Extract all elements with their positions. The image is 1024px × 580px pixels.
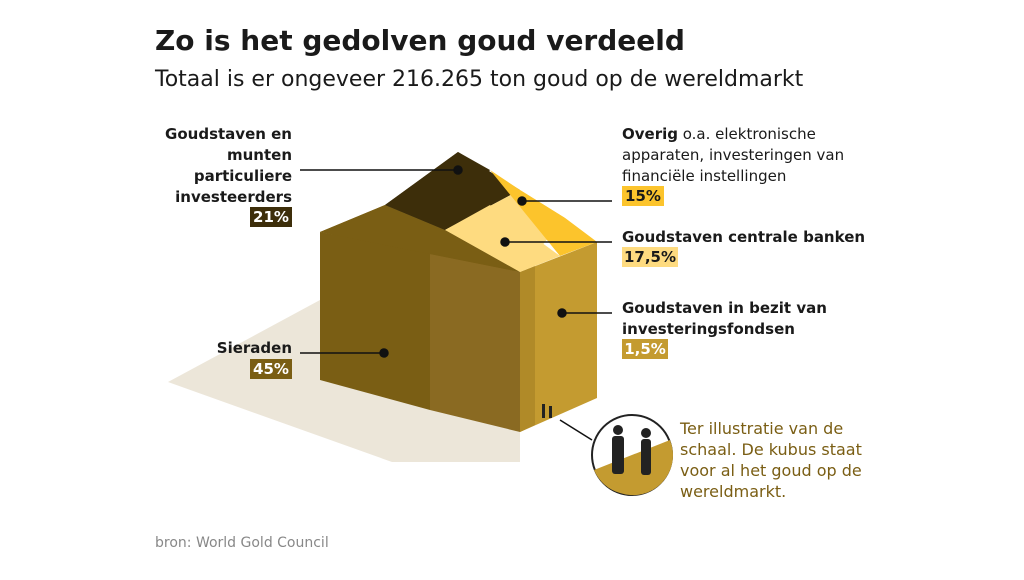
share: 17,5% bbox=[624, 248, 676, 266]
label-text: o.a. elektronische bbox=[678, 125, 816, 143]
label: Sieraden bbox=[217, 339, 292, 357]
subtitle: Totaal is er ongeveer 216.265 ton goud o… bbox=[154, 67, 804, 92]
leader-line bbox=[559, 419, 593, 441]
share-badge bbox=[622, 339, 668, 359]
share-badge bbox=[622, 186, 664, 206]
share-badge bbox=[250, 359, 292, 379]
label: munten bbox=[227, 146, 292, 164]
share-badge bbox=[622, 247, 678, 267]
label: Goudstaven in bezit van bbox=[622, 299, 827, 317]
label: Goudstaven centrale banken bbox=[622, 228, 865, 246]
scale-figures bbox=[542, 404, 552, 418]
label: investeerders bbox=[175, 188, 292, 206]
cube-left-face bbox=[320, 232, 430, 410]
cube-left-face-b bbox=[430, 252, 520, 432]
people bbox=[612, 425, 651, 475]
scale-note: schaal. De kubus staat bbox=[680, 440, 862, 459]
leader-dot bbox=[379, 348, 389, 358]
leader-dot bbox=[453, 165, 463, 175]
label: Goudstaven en bbox=[165, 125, 292, 143]
cube-top-yellow-b bbox=[490, 170, 597, 256]
share: 1,5% bbox=[624, 340, 666, 358]
leader-dot bbox=[500, 237, 510, 247]
label-name: Overig bbox=[622, 125, 678, 143]
label: particuliere bbox=[194, 167, 292, 185]
leaders bbox=[300, 165, 612, 441]
scale-note: wereldmarkt. bbox=[680, 482, 786, 501]
leader-dot bbox=[517, 196, 527, 206]
shadow bbox=[168, 300, 520, 462]
cube-right-face bbox=[520, 242, 597, 432]
title: Zo is het gedolven goud verdeeld bbox=[155, 24, 685, 57]
leader-dot bbox=[557, 308, 567, 318]
share: 21% bbox=[253, 208, 289, 226]
share: 15% bbox=[625, 187, 661, 205]
cube-top-dark-b bbox=[385, 152, 490, 230]
head bbox=[613, 425, 623, 435]
share: 45% bbox=[253, 360, 289, 378]
source: bron: World Gold Council bbox=[155, 535, 329, 551]
head bbox=[641, 428, 651, 438]
scale-floor bbox=[594, 440, 673, 496]
cube-right-strip bbox=[520, 266, 535, 432]
share-badge bbox=[250, 207, 292, 227]
cube-top-front bbox=[320, 205, 520, 272]
scale-note: voor al het goud op de bbox=[680, 461, 862, 480]
body bbox=[612, 436, 624, 474]
tiny-person bbox=[549, 406, 552, 418]
tiny-person bbox=[542, 404, 545, 418]
label: investeringsfondsen bbox=[622, 320, 795, 338]
label: financiële instellingen bbox=[622, 167, 786, 185]
label: Overig o.a. elektronische bbox=[622, 125, 816, 143]
body bbox=[641, 439, 651, 475]
scale-note: Ter illustratie van de bbox=[679, 419, 843, 438]
label: apparaten, investeringen van bbox=[622, 146, 844, 164]
